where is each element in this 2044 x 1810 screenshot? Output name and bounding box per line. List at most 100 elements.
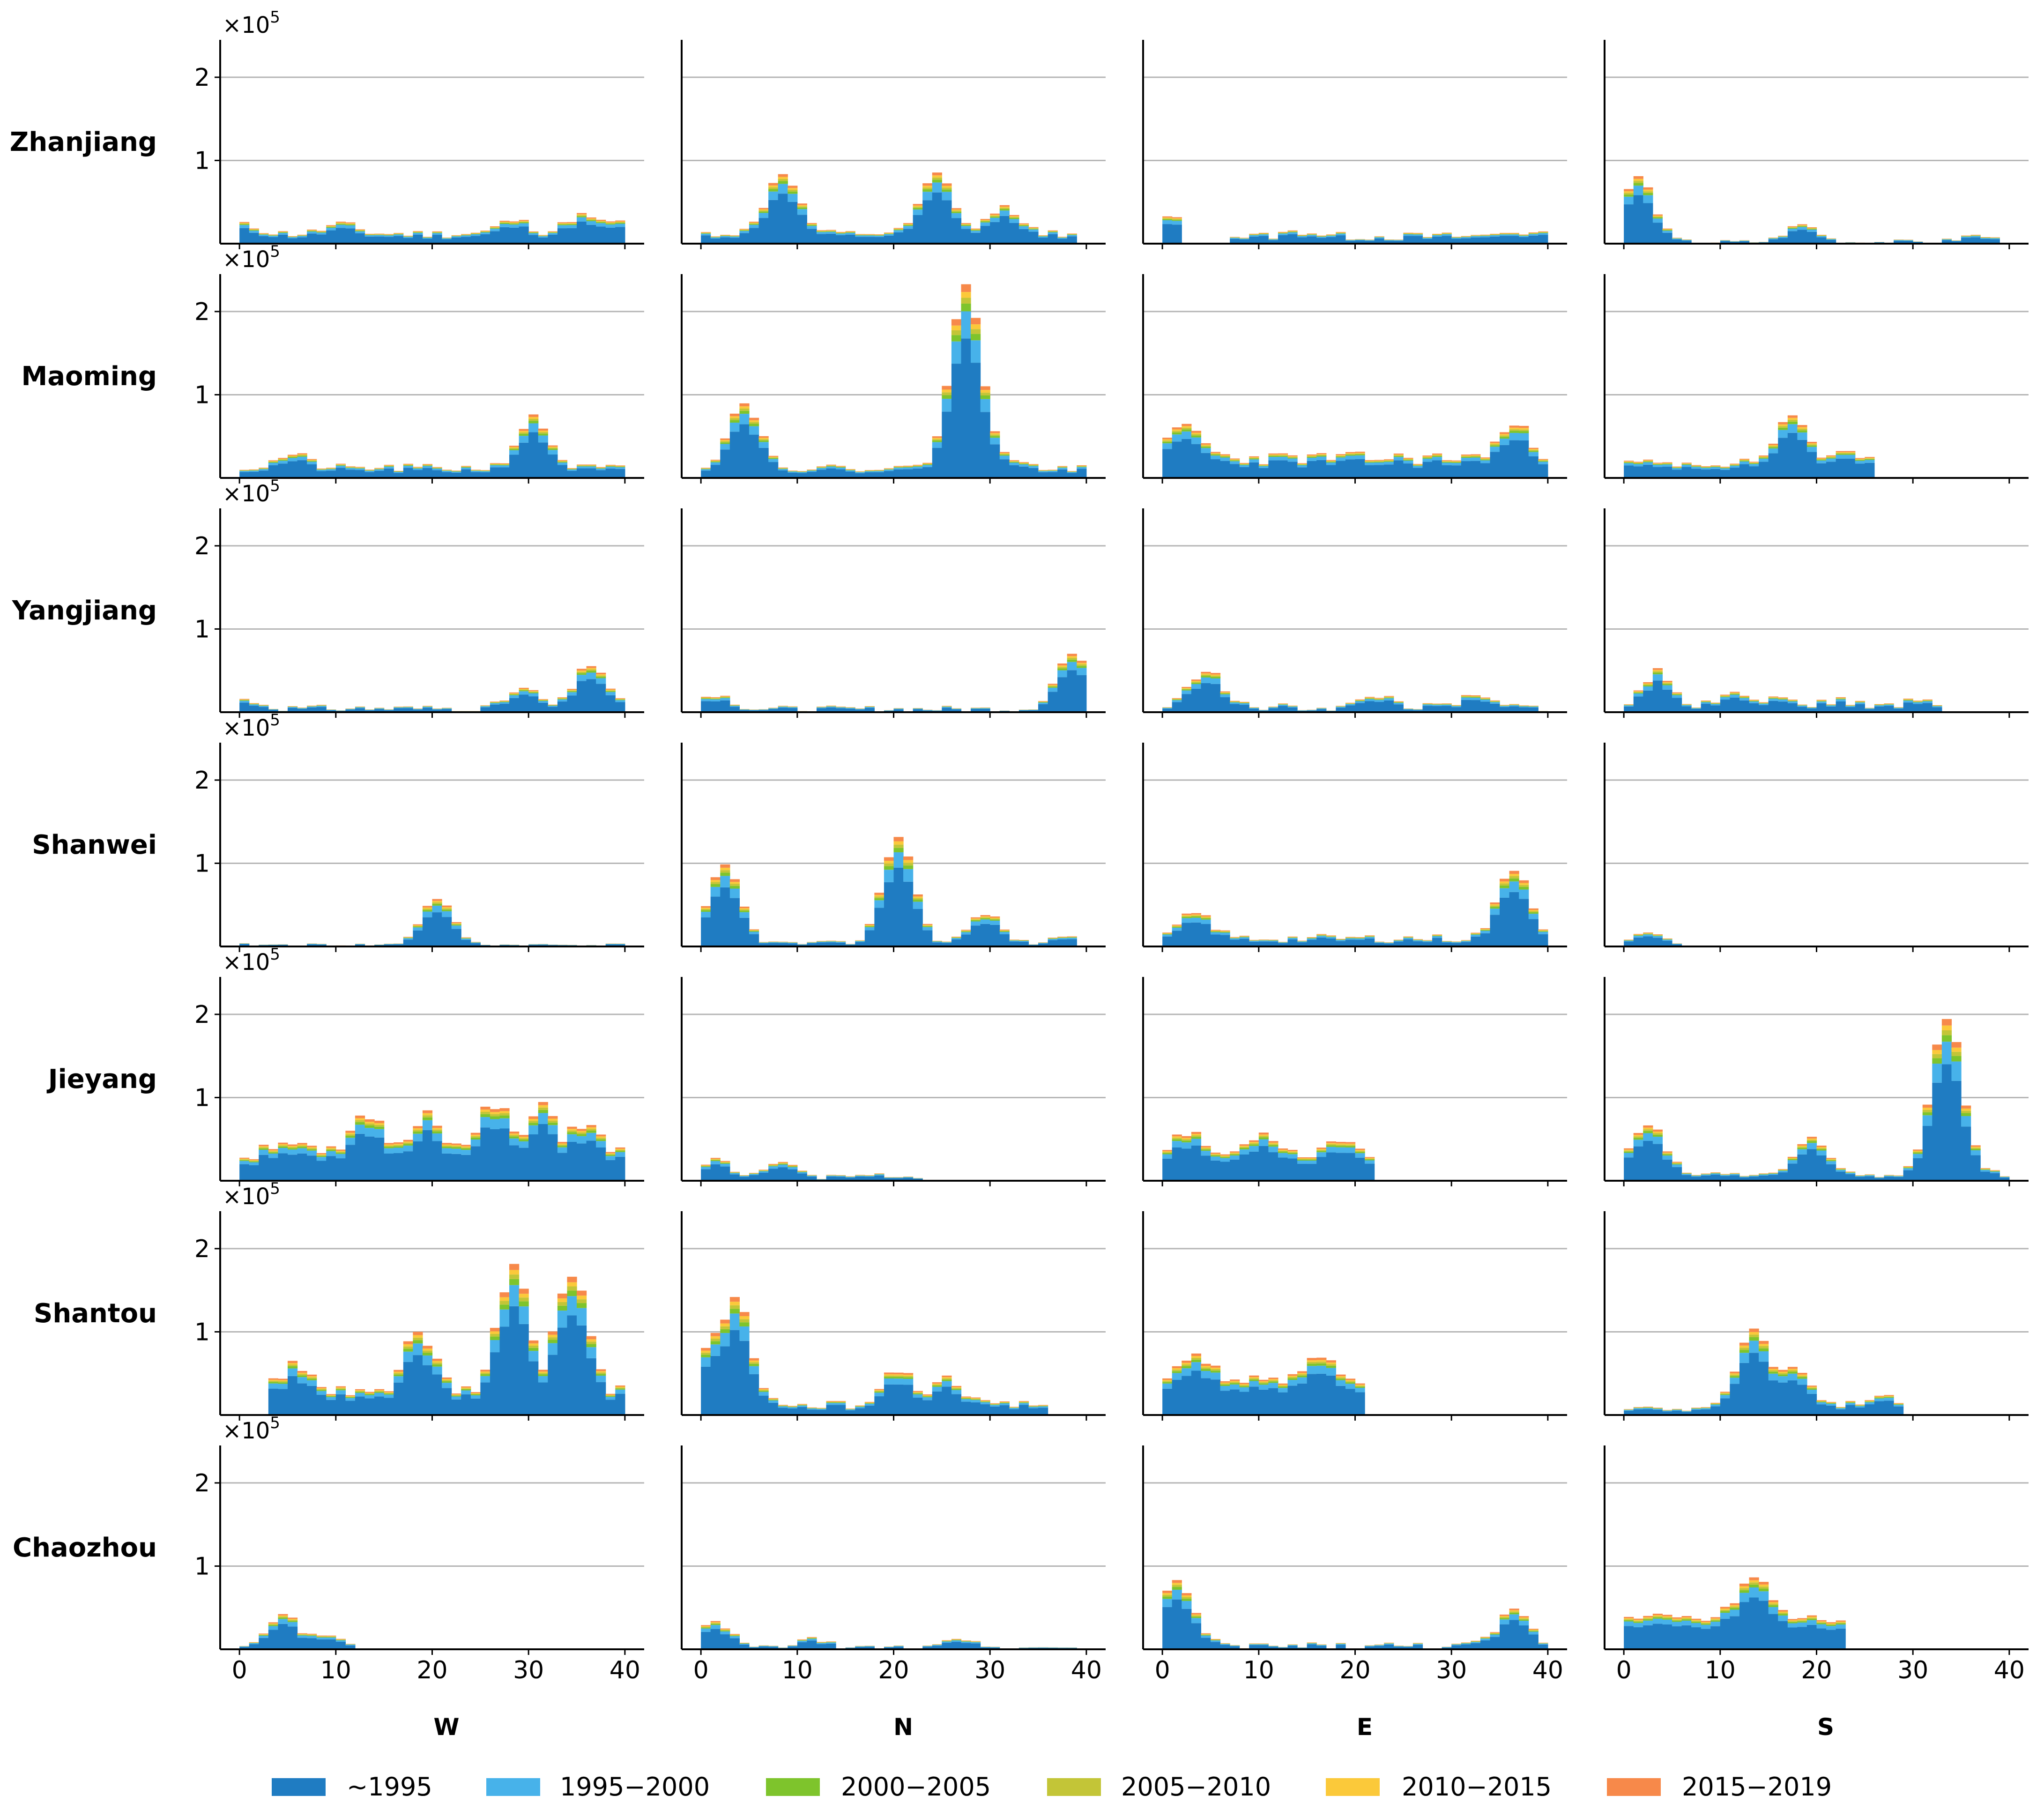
bar: [326, 709, 336, 712]
bar-segment: [249, 470, 259, 471]
bar-segment: [816, 469, 827, 478]
bar-segment: [1345, 1142, 1356, 1144]
bar: [1048, 230, 1058, 244]
bar-segment: [1220, 455, 1230, 456]
bar: [1836, 697, 1846, 712]
bar-segment: [1374, 238, 1384, 244]
bar-segment: [596, 467, 606, 468]
bar-segment: [259, 1149, 269, 1155]
bar: [287, 236, 298, 244]
bar-segment: [538, 1107, 548, 1110]
bar: [1855, 700, 1865, 712]
bar: [490, 463, 500, 478]
bar-segment: [355, 1125, 365, 1134]
bar-segment: [1336, 456, 1346, 458]
bar-segment: [1201, 683, 1211, 712]
bar-segment: [1538, 462, 1548, 464]
bar-segment: [577, 670, 587, 672]
bar-segment: [548, 1120, 558, 1123]
bar-segment: [307, 944, 317, 946]
bar: [548, 445, 558, 478]
bar-segment: [1739, 241, 1750, 244]
bar-segment: [1258, 466, 1269, 468]
bar-segment: [893, 232, 904, 244]
bar-segment: [1172, 219, 1182, 220]
bar-segment: [499, 701, 510, 702]
bar: [596, 672, 606, 712]
bar-segment: [577, 1143, 587, 1181]
bar-segment: [1278, 1152, 1288, 1153]
bar-segment: [1749, 1176, 1759, 1177]
bar-segment: [720, 867, 730, 871]
bar-segment: [1874, 704, 1885, 705]
bar-segment: [701, 233, 711, 236]
bar-segment: [1239, 703, 1249, 705]
bar-segment: [845, 944, 855, 945]
bar-segment: [1345, 937, 1356, 938]
bar-segment: [1787, 227, 1798, 228]
bar-segment: [1057, 670, 1068, 678]
bar-segment: [1365, 461, 1375, 462]
bar-segment: [1287, 939, 1298, 946]
bar-segment: [778, 1162, 788, 1163]
bar-segment: [1490, 452, 1500, 478]
bar-segment: [259, 468, 269, 469]
bar-segment: [451, 237, 461, 244]
bar-segment: [586, 1125, 596, 1127]
bar-segment: [1249, 1144, 1259, 1146]
bar: [1336, 454, 1346, 478]
bar-segment: [538, 1105, 548, 1108]
bar-segment: [1624, 705, 1634, 706]
bar: [605, 465, 616, 478]
bar: [577, 669, 587, 712]
bar-segment: [778, 179, 788, 181]
bar-segment: [1393, 940, 1404, 942]
bar-segment: [1422, 457, 1433, 458]
bar-segment: [951, 364, 962, 478]
bar-segment: [864, 706, 875, 707]
bar: [768, 183, 779, 244]
bar-segment: [1287, 1152, 1298, 1153]
bar-segment: [951, 939, 962, 946]
bar-segment: [1961, 236, 1971, 237]
bar-segment: [932, 172, 942, 176]
bar-segment: [768, 200, 779, 244]
bar: [1797, 224, 1807, 244]
bar-segment: [297, 1143, 307, 1145]
bar: [326, 468, 336, 478]
bar-segment: [519, 691, 529, 695]
bar-segment: [577, 221, 587, 244]
bar: [836, 941, 846, 946]
bar-segment: [980, 919, 990, 924]
bar-segment: [961, 292, 971, 298]
bar-segment: [1162, 218, 1173, 219]
bar: [1749, 1175, 1759, 1181]
bar: [874, 469, 884, 478]
bar-segment: [1681, 705, 1692, 707]
bar-segment: [1412, 468, 1423, 478]
bar-segment: [461, 937, 471, 938]
bar-segment: [1162, 1151, 1173, 1152]
bar-segment: [1326, 1143, 1336, 1144]
bar-segment: [287, 1155, 298, 1181]
bar-segment: [836, 466, 846, 467]
bar: [1672, 692, 1682, 712]
bar-segment: [1720, 1176, 1730, 1181]
bar-segment: [739, 410, 750, 414]
bar-segment: [567, 692, 577, 696]
bar-segment: [615, 944, 625, 945]
bar-segment: [1662, 1155, 1672, 1160]
bar-segment: [268, 1151, 279, 1153]
bar: [1643, 1125, 1653, 1181]
bar: [268, 708, 279, 712]
bar: [1816, 235, 1827, 244]
bar-segment: [1778, 699, 1788, 700]
bar-segment: [461, 938, 471, 939]
bar-segment: [710, 886, 721, 897]
bar-segment: [278, 1153, 288, 1181]
bar-segment: [259, 706, 269, 707]
bar-segment: [1182, 439, 1192, 478]
bar-segment: [1422, 942, 1433, 946]
bar: [1759, 1173, 1769, 1181]
bar: [980, 707, 990, 712]
